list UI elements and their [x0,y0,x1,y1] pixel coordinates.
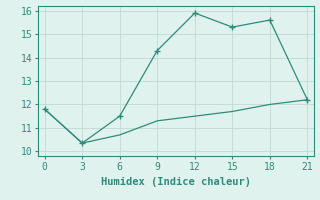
X-axis label: Humidex (Indice chaleur): Humidex (Indice chaleur) [101,177,251,187]
